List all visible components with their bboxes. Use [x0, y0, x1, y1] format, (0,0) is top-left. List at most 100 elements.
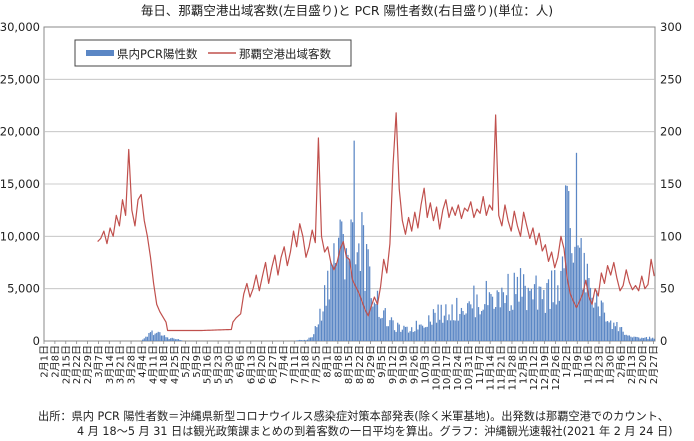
pcr-bar — [536, 309, 539, 341]
x-tick-label: 2月22日 — [71, 345, 83, 384]
pcr-bar — [583, 252, 585, 341]
pcr-bar — [550, 270, 553, 341]
pcr-bar — [457, 320, 459, 341]
pcr-bar — [488, 292, 491, 341]
pcr-bar — [498, 292, 500, 341]
pcr-bar — [473, 285, 475, 341]
pcr-bar — [320, 320, 323, 341]
pcr-bar — [588, 278, 590, 341]
pcr-bar — [431, 324, 433, 341]
pcr-bar — [403, 325, 405, 341]
pcr-bar — [597, 306, 599, 341]
pcr-bar — [174, 339, 176, 341]
pcr-bar — [347, 254, 349, 341]
x-tick-label: 5月23日 — [213, 345, 225, 384]
pcr-bar — [605, 321, 607, 341]
pcr-bar — [412, 331, 414, 341]
legend-label-passengers: 那覇空港出域客数 — [239, 47, 331, 61]
pcr-bar — [549, 308, 551, 341]
left-axis: 0 5,000 10,000 15,000 20,000 25,000 30,000 — [0, 20, 40, 348]
right-tick-label: 100 — [660, 229, 682, 243]
pcr-bar — [314, 326, 316, 341]
pcr-bar — [333, 243, 335, 341]
x-tick-label: 2月13日 — [626, 345, 638, 384]
pcr-bar — [589, 287, 592, 341]
pcr-bar — [300, 340, 302, 341]
x-tick-label: 9月26日 — [409, 345, 421, 384]
x-tick-label: 12月19日 — [539, 345, 551, 390]
pcr-bar — [578, 247, 581, 341]
pcr-bar — [339, 219, 341, 341]
pcr-bar — [170, 338, 172, 341]
right-tick-label: 50 — [660, 282, 675, 296]
x-tick-label: 4月25日 — [169, 345, 181, 384]
pcr-bar — [162, 335, 164, 341]
pcr-bar — [592, 307, 595, 341]
pcr-bar — [384, 308, 386, 341]
pcr-bar — [532, 299, 534, 341]
x-tick-label: 8月29日 — [365, 345, 377, 384]
pcr-bar — [324, 285, 326, 341]
pcr-bar — [600, 300, 602, 341]
x-tick-label: 11月14日 — [485, 345, 497, 390]
left-tick-label: 5,000 — [7, 282, 40, 296]
pcr-bar — [524, 285, 526, 341]
x-tick-label: 9月19日 — [398, 345, 410, 384]
pcr-bar — [389, 320, 391, 341]
pcr-bar — [306, 339, 309, 341]
pcr-bar — [474, 317, 477, 341]
pcr-bar — [610, 320, 612, 341]
pcr-bar — [451, 304, 453, 341]
right-tick-label: 150 — [660, 177, 682, 191]
pcr-bar — [435, 322, 438, 341]
x-tick-label: 1月23日 — [594, 345, 606, 384]
pcr-bar — [364, 290, 366, 341]
pcr-bar — [373, 302, 375, 341]
pcr-bar — [454, 320, 456, 341]
pcr-bar — [596, 290, 598, 341]
pcr-bar — [653, 338, 655, 341]
pcr-bar — [495, 307, 497, 341]
pcr-bar — [516, 276, 519, 341]
pcr-bar — [166, 337, 169, 341]
right-axis: 0 50 100 150 200 250 300 — [660, 20, 682, 348]
pcr-bar — [446, 320, 449, 341]
pcr-bar — [636, 336, 638, 341]
pcr-bar — [151, 330, 153, 341]
pcr-bar — [337, 237, 340, 341]
pcr-bar — [633, 336, 635, 341]
pcr-bar — [538, 286, 540, 341]
x-tick-label: 4月18日 — [158, 345, 170, 384]
pcr-bar — [547, 279, 550, 341]
pcr-bar — [442, 322, 444, 341]
pcr-bar — [406, 326, 408, 341]
pcr-bar — [527, 287, 529, 341]
pcr-bar — [345, 248, 348, 341]
pcr-bar — [152, 335, 155, 341]
pcr-bar — [523, 274, 525, 341]
pcr-bar — [491, 296, 494, 341]
pcr-bar — [322, 311, 324, 341]
pcr-bar — [432, 309, 435, 341]
pcr-bar — [505, 295, 508, 341]
pcr-bar — [393, 330, 396, 341]
pcr-bar — [499, 307, 501, 341]
pcr-bar — [303, 339, 306, 341]
pcr-bar — [624, 334, 626, 341]
pcr-bar — [630, 336, 632, 341]
pcr-bar — [398, 324, 400, 341]
pcr-bar — [603, 312, 606, 341]
pcr-bar — [509, 310, 511, 341]
x-tick-label: 6月20日 — [256, 345, 268, 384]
pcr-bar — [544, 312, 547, 341]
pcr-bar — [561, 256, 564, 341]
pcr-bar — [493, 308, 495, 341]
pcr-bar — [468, 301, 470, 341]
pcr-bar — [163, 335, 166, 341]
pcr-bar — [462, 311, 464, 341]
pcr-bar — [465, 313, 467, 341]
pcr-bar — [602, 302, 604, 341]
pcr-bar — [387, 326, 389, 341]
pcr-bar — [299, 339, 301, 341]
pcr-bar — [519, 268, 522, 341]
